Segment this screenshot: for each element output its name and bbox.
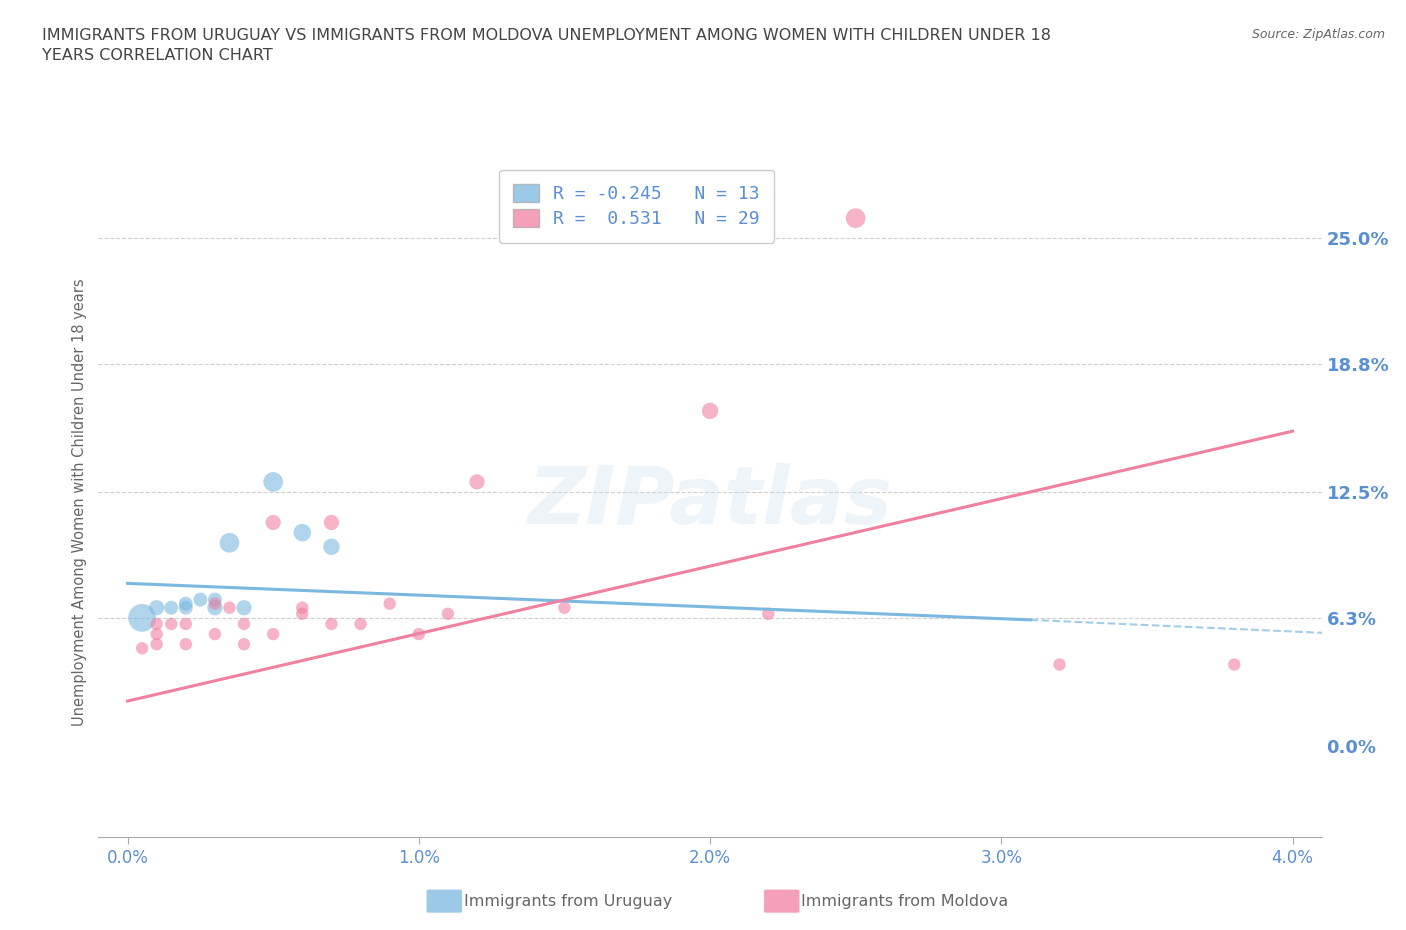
Point	[174, 596, 197, 611]
Point	[553, 600, 575, 615]
Point	[378, 596, 401, 611]
Point	[160, 600, 183, 615]
Point	[174, 600, 197, 615]
Point	[699, 404, 721, 418]
Point	[465, 474, 488, 489]
Point	[145, 637, 167, 652]
Point	[131, 610, 153, 625]
Point	[262, 474, 284, 489]
Point	[188, 592, 212, 607]
Point	[437, 606, 460, 621]
Point	[291, 606, 314, 621]
Point	[218, 600, 240, 615]
Point	[1223, 658, 1246, 672]
Point	[174, 617, 197, 631]
Point	[145, 617, 167, 631]
Point	[145, 600, 167, 615]
Point	[131, 641, 153, 656]
Point	[262, 627, 284, 642]
Point	[408, 627, 430, 642]
Text: Immigrants from Moldova: Immigrants from Moldova	[801, 894, 1008, 909]
Point	[204, 592, 226, 607]
Point	[262, 515, 284, 530]
Point	[145, 627, 167, 642]
Point	[204, 600, 226, 615]
Text: IMMIGRANTS FROM URUGUAY VS IMMIGRANTS FROM MOLDOVA UNEMPLOYMENT AMONG WOMEN WITH: IMMIGRANTS FROM URUGUAY VS IMMIGRANTS FR…	[42, 28, 1052, 62]
Point	[204, 596, 226, 611]
Point	[321, 539, 343, 554]
Point	[845, 211, 868, 226]
Point	[349, 617, 371, 631]
Text: Immigrants from Uruguay: Immigrants from Uruguay	[464, 894, 672, 909]
Point	[218, 536, 240, 551]
Text: Source: ZipAtlas.com: Source: ZipAtlas.com	[1251, 28, 1385, 41]
Point	[233, 617, 256, 631]
Point	[321, 617, 343, 631]
Y-axis label: Unemployment Among Women with Children Under 18 years: Unemployment Among Women with Children U…	[72, 278, 87, 726]
Legend: R = -0.245   N = 13, R =  0.531   N = 29: R = -0.245 N = 13, R = 0.531 N = 29	[499, 170, 775, 243]
Point	[160, 617, 183, 631]
Point	[233, 637, 256, 652]
Text: ZIPatlas: ZIPatlas	[527, 463, 893, 541]
Point	[204, 627, 226, 642]
Point	[291, 525, 314, 540]
Point	[1049, 658, 1071, 672]
Point	[756, 606, 779, 621]
Point	[321, 515, 343, 530]
Point	[174, 637, 197, 652]
Point	[291, 600, 314, 615]
Point	[233, 600, 256, 615]
